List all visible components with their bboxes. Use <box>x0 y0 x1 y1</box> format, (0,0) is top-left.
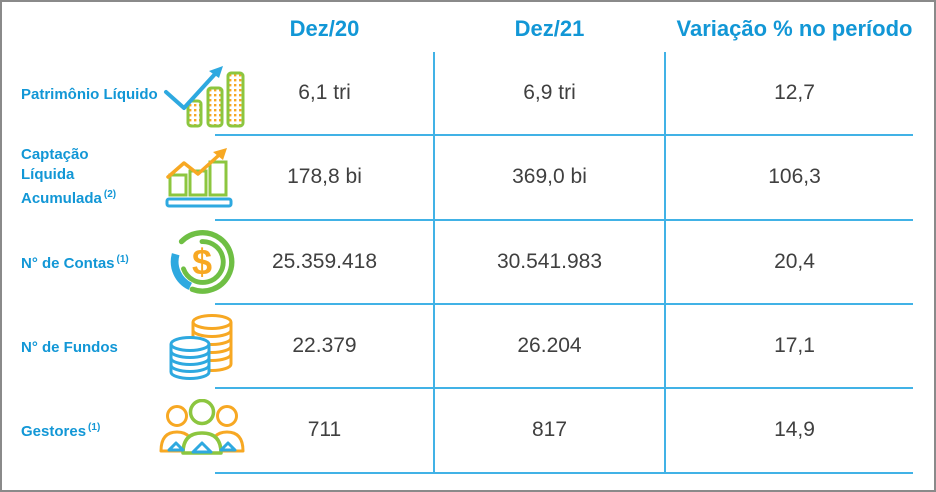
table-cell: 6,9 tri <box>523 81 576 104</box>
table-row: N° de Fundos <box>2 304 934 387</box>
svg-text:$: $ <box>192 241 212 282</box>
table-cell: 17,1 <box>774 333 815 357</box>
row-divider <box>215 387 913 389</box>
table-row: N° de Contas (1) $ 25.359.418 30.541.983 … <box>2 220 934 303</box>
column-divider <box>664 52 666 474</box>
table-cell: 14,9 <box>774 418 815 441</box>
table-cell: 6,1 tri <box>298 81 351 104</box>
row-divider <box>215 472 913 474</box>
table-cell: 711 <box>307 418 342 441</box>
table-row: Patrimônio Líquido 6,1 tri 6,9 tri 12,7 <box>2 52 934 134</box>
row-label-patrimonio-liquido: Patrimônio Líquido <box>21 86 158 103</box>
table-cell: 22.379 <box>292 333 357 357</box>
row-divider <box>215 303 913 305</box>
table-cell: 106,3 <box>768 165 821 188</box>
table-cell: 30.541.983 <box>496 249 603 273</box>
row-label-gestores: Gestores (1) <box>21 422 101 440</box>
row-label-n-de-fundos: N° de Fundos <box>21 338 118 356</box>
table-row: Captação Líquida Acumulada (2) 178,8 bi 3… <box>2 135 934 219</box>
table-cell: 178,8 bi <box>287 165 362 188</box>
table-cell: 817 <box>531 418 568 441</box>
people-group-icon <box>154 390 250 470</box>
table-cell: 20,4 <box>774 249 815 273</box>
column-header-variacao: Variação % no período <box>676 16 913 41</box>
growth-bars-arrow-icon <box>154 53 250 133</box>
column-header-dez20: Dez/20 <box>289 16 360 41</box>
dollar-cycle-icon: $ <box>154 222 250 302</box>
column-divider <box>433 52 435 474</box>
row-divider <box>215 219 913 221</box>
row-divider <box>215 134 913 136</box>
table-row: Gestores (1) 711 817 14,9 <box>2 388 934 472</box>
column-header-dez21: Dez/21 <box>514 16 585 41</box>
table-cell: 369,0 bi <box>512 165 587 188</box>
coin-stacks-icon <box>154 306 250 386</box>
table-cell: 12,7 <box>774 81 815 104</box>
row-label-captacao-liquida: Captação Líquida Acumulada (2) <box>21 146 117 207</box>
table-cell: 26.204 <box>517 333 582 357</box>
chart-up-arrow-icon <box>154 137 250 217</box>
row-label-n-de-contas: N° de Contas (1) <box>21 253 129 272</box>
table-cell: 25.359.418 <box>271 249 378 273</box>
